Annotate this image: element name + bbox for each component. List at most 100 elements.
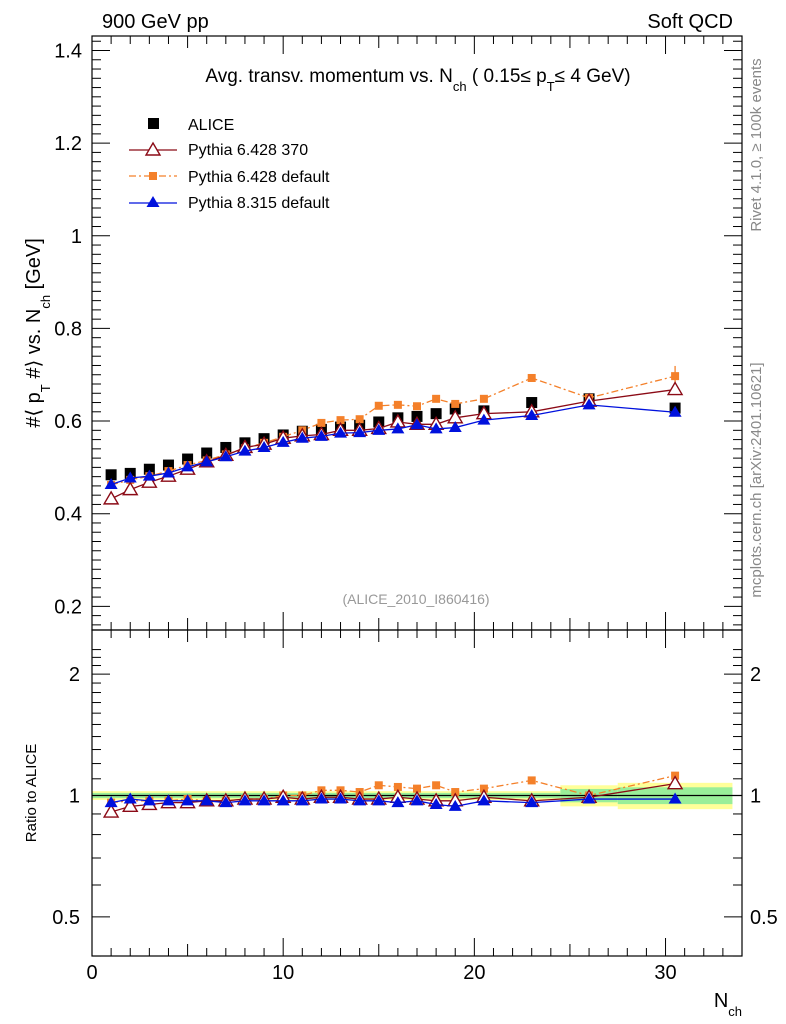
point-pythia-8-315-default (410, 418, 424, 430)
point-pythia-6-428-default (374, 401, 383, 410)
point-pythia-8-315-default (142, 469, 156, 481)
point-alice (143, 463, 155, 475)
ratio-point-pythia-6-428-default (393, 782, 402, 791)
point-pythia-8-315-default (525, 409, 539, 421)
ratio-point-pythia-8-315-default (238, 794, 252, 806)
xtick-label: 0 (86, 962, 97, 984)
point-pythia-8-315-default (200, 455, 214, 467)
point-alice (449, 403, 461, 415)
point-alice (526, 397, 538, 409)
ratio-point-pythia-8-315-default (181, 794, 195, 806)
ratio-axis-ticks: 0.5 0.51 12 20 10 20 30 (52, 630, 778, 984)
xtick-label: 30 (654, 962, 676, 984)
point-pythia-8-315-default (353, 426, 367, 438)
point-pythia-8-315-default (668, 405, 682, 417)
header-left: 900 GeV pp (102, 11, 209, 33)
ratio-point-pythia-6-428-370 (102, 803, 120, 818)
legend-entry-alice: ALICE (148, 117, 234, 134)
ratio-point-pythia-8-315-default (276, 794, 290, 806)
point-pythia-8-315-default (181, 460, 195, 472)
ratio-point-pythia-8-315-default (372, 794, 386, 806)
ratio-point-pythia-8-315-default (219, 796, 233, 808)
point-pythia-8-315-default (295, 431, 309, 443)
ratio-point-pythia-8-315-default (410, 794, 424, 806)
analysis-watermark: (ALICE_2010_I860416) (342, 591, 489, 607)
ratio-point-pythia-8-315-default (314, 792, 328, 804)
ratio-point-pythia-8-315-default (582, 792, 596, 804)
ratio-point-pythia-6-428-default (432, 781, 441, 790)
point-alice (182, 453, 194, 465)
ratio-point-pythia-6-428-default (527, 776, 536, 785)
point-pythia-8-315-default (477, 413, 491, 425)
ratio-point-pythia-8-315-default (104, 796, 118, 808)
legend-label-pythia6-default: Pythia 6.428 default (188, 169, 330, 186)
ratio-point-pythia-8-315-default (353, 794, 367, 806)
main-ytick-label: 1.4 (54, 41, 82, 63)
ratio-plot-frame (91, 629, 743, 957)
main-title: Avg. transv. momentum vs. Nch ( 0.15≤ pT… (205, 66, 630, 94)
point-pythia-6-428-370 (141, 473, 158, 488)
legend-label-alice: ALICE (188, 117, 234, 134)
xtick-label: 10 (272, 962, 294, 984)
main-series-layer (102, 365, 684, 505)
main-ytick-label: 0.2 (54, 596, 82, 618)
point-pythia-8-315-default (582, 398, 596, 410)
main-ytick-label: 0.6 (54, 411, 82, 433)
main-ytick-label: 0.4 (54, 504, 82, 526)
ratio-point-pythia-6-428-370 (122, 797, 139, 813)
point-pythia-6-428-370 (102, 490, 120, 505)
point-pythia-8-315-default (334, 426, 348, 438)
x-axis-label: Nch (714, 990, 742, 1019)
point-pythia-8-315-default (448, 421, 462, 433)
ratio-y-label: Ratio to ALICE (23, 744, 40, 842)
ratio-point-pythia-8-315-default (668, 792, 682, 804)
point-alice (201, 447, 213, 459)
ratio-point-pythia-6-428-default (479, 784, 488, 793)
ratio-series-layer (102, 771, 684, 818)
point-pythia-6-428-default (671, 372, 680, 381)
ratio-point-pythia-8-315-default (477, 794, 491, 806)
point-alice (430, 408, 442, 420)
ratio-point-pythia-8-315-default (334, 792, 348, 804)
ratio-ytick-label: 0.5 (52, 907, 80, 929)
point-pythia-6-428-370 (122, 481, 139, 496)
legend-entry-pythia6-370: Pythia 6.428 370 (129, 141, 308, 159)
point-alice (105, 469, 117, 481)
ratio-ytick-label-right: 0.5 (750, 907, 778, 929)
point-pythia-8-315-default (372, 423, 386, 435)
point-pythia-8-315-default (276, 435, 290, 447)
point-pythia-6-428-default (355, 415, 364, 424)
point-pythia-6-428-default (432, 394, 441, 403)
main-ytick-label: 0.8 (54, 318, 82, 340)
legend-label-pythia6-370: Pythia 6.428 370 (188, 142, 308, 159)
point-pythia-6-428-370 (666, 381, 684, 396)
rivet-label: Rivet 4.1.0, ≥ 100k events (748, 58, 765, 231)
ratio-ytick-label: 1 (69, 786, 80, 808)
legend-marker-pythia8 (146, 196, 160, 207)
point-pythia-6-428-default (527, 373, 536, 382)
ratio-panel: 0.5 0.51 12 20 10 20 30 Ratio to ALICE Nch (23, 629, 778, 1019)
mcplots-label: mcplots.cern.ch [arXiv:2401.10621] (748, 362, 765, 597)
ratio-point-pythia-6-428-default (413, 784, 421, 793)
ratio-point-pythia-8-315-default (200, 794, 214, 806)
point-pythia-6-428-default (413, 402, 421, 411)
ratio-ytick-label-right: 2 (750, 664, 761, 686)
header-right: Soft QCD (647, 11, 733, 33)
point-pythia-6-428-default (479, 394, 488, 403)
legend: ALICE Pythia 6.428 370 Pythia 6.428 defa… (129, 117, 330, 212)
point-pythia-8-315-default (429, 422, 443, 434)
ratio-point-pythia-6-428-default (451, 788, 460, 797)
point-pythia-6-428-default (451, 399, 460, 408)
ratio-ytick-label-right: 1 (750, 786, 761, 808)
main-ytick-label: 1 (71, 226, 82, 248)
legend-marker-alice (148, 118, 159, 129)
legend-entry-pythia8: Pythia 8.315 default (129, 195, 330, 212)
main-panel: Avg. transv. momentum vs. Nch ( 0.15≤ pT… (23, 35, 743, 631)
legend-marker-pythia6-370 (144, 141, 162, 156)
ratio-point-pythia-8-315-default (429, 797, 443, 809)
ratio-point-pythia-8-315-default (123, 792, 137, 804)
point-pythia-6-428-default (393, 400, 402, 409)
point-pythia-8-315-default (238, 444, 252, 456)
